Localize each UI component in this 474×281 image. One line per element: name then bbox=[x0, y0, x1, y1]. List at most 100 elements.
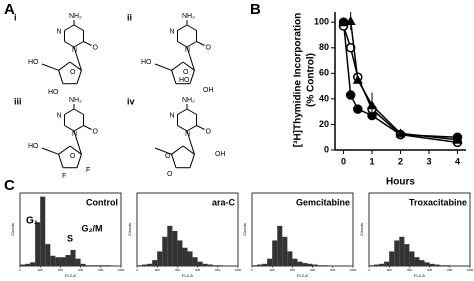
bond bbox=[196, 41, 205, 46]
histogram-bar bbox=[70, 249, 76, 266]
marker bbox=[452, 134, 463, 144]
bond bbox=[177, 24, 188, 31]
histogram-bar bbox=[100, 265, 106, 266]
ring-n: N bbox=[72, 131, 77, 138]
histogram-bar bbox=[95, 265, 101, 266]
bond bbox=[171, 145, 184, 155]
amine: NH₂ bbox=[69, 97, 82, 104]
histogram-bar bbox=[414, 257, 420, 266]
bond bbox=[76, 154, 82, 168]
histogram-bar bbox=[384, 261, 390, 266]
marker bbox=[367, 100, 378, 110]
x-tick-label: 200 bbox=[38, 268, 43, 272]
annotation: G₁ bbox=[26, 216, 38, 227]
x-tick-label: 1000 bbox=[235, 268, 242, 272]
y-axis-label: Counts bbox=[242, 223, 247, 236]
bond bbox=[64, 125, 75, 132]
bond bbox=[58, 70, 64, 84]
bond bbox=[64, 41, 75, 48]
substituent: HO bbox=[48, 89, 59, 96]
histogram-bar bbox=[157, 251, 163, 266]
x-tick-label: 0 bbox=[341, 156, 346, 166]
bond bbox=[171, 154, 177, 168]
x-tick-label: 800 bbox=[98, 268, 103, 272]
substituent: HO bbox=[28, 143, 39, 150]
marker bbox=[352, 74, 363, 84]
x-tick-label: 600 bbox=[78, 268, 83, 272]
bond bbox=[196, 125, 205, 130]
histogram-bar bbox=[212, 265, 218, 266]
bond bbox=[189, 70, 195, 84]
x-tick-label: 200 bbox=[270, 268, 275, 272]
carbonyl: O bbox=[93, 44, 99, 51]
substituent: O bbox=[167, 171, 173, 178]
histogram-bar bbox=[292, 258, 298, 266]
bond bbox=[64, 24, 75, 31]
histogram-bar bbox=[167, 225, 173, 266]
histogram-bar bbox=[152, 260, 158, 266]
x-tick-label: 1000 bbox=[467, 268, 474, 272]
marker bbox=[353, 104, 363, 114]
ring-n: N bbox=[185, 47, 190, 54]
y-tick-label: 80 bbox=[319, 42, 329, 52]
bond bbox=[186, 108, 197, 115]
histogram-bar bbox=[20, 264, 26, 266]
histogram-bar bbox=[55, 257, 61, 266]
x-tick-label: 0 bbox=[19, 268, 21, 272]
histogram-bar bbox=[252, 265, 258, 266]
annotation: G₂/M bbox=[82, 223, 103, 233]
x-tick-label: 4 bbox=[455, 156, 460, 166]
substituent: OH bbox=[203, 87, 214, 94]
bond bbox=[58, 154, 64, 168]
bond bbox=[69, 145, 82, 155]
substituent: O bbox=[165, 153, 171, 160]
structure-label: ii bbox=[127, 12, 132, 22]
bond bbox=[186, 125, 197, 132]
histogram-bar bbox=[142, 264, 148, 266]
panel-label: C bbox=[4, 177, 15, 194]
bond bbox=[73, 24, 84, 31]
bond bbox=[177, 125, 188, 132]
x-tick-label: 800 bbox=[330, 268, 335, 272]
bond bbox=[41, 147, 59, 155]
ring-n: N bbox=[185, 131, 190, 138]
carbonyl: O bbox=[206, 44, 212, 51]
histogram-bar bbox=[65, 255, 71, 266]
marker bbox=[338, 17, 349, 27]
histogram-bar bbox=[202, 263, 208, 266]
substituent: F bbox=[86, 167, 90, 174]
bond bbox=[73, 46, 82, 71]
bond bbox=[73, 41, 84, 48]
histogram-bar bbox=[257, 264, 263, 266]
histogram-bar bbox=[172, 230, 178, 266]
histogram-bar bbox=[389, 251, 395, 266]
x-tick-label: 1000 bbox=[118, 268, 125, 272]
x-tick-label: 0 bbox=[136, 268, 138, 272]
bond bbox=[182, 145, 195, 155]
x-axis-label: FL2-A bbox=[65, 273, 76, 278]
histogram-bar bbox=[272, 240, 278, 266]
bond bbox=[73, 130, 82, 155]
substituent: HO bbox=[179, 77, 190, 84]
histogram-bar bbox=[217, 265, 223, 266]
histogram-bar bbox=[307, 263, 313, 266]
x-tick-label: 600 bbox=[427, 268, 432, 272]
marker bbox=[345, 15, 356, 25]
ring-n: N bbox=[56, 28, 61, 35]
histogram-bar bbox=[439, 265, 445, 266]
histogram-bar bbox=[177, 240, 183, 266]
bond bbox=[154, 147, 172, 155]
bond bbox=[177, 108, 188, 115]
x-tick-label: 2 bbox=[398, 156, 403, 166]
histogram-bar bbox=[162, 236, 168, 266]
y-tick-label: 100 bbox=[314, 17, 329, 27]
histogram-bar bbox=[399, 236, 405, 266]
histogram-bar bbox=[80, 263, 86, 266]
x-tick-label: 600 bbox=[195, 268, 200, 272]
bond bbox=[182, 61, 195, 71]
histogram-bar bbox=[429, 263, 435, 266]
histogram-bar bbox=[60, 257, 66, 266]
x-axis-label: FL2-A bbox=[297, 273, 308, 278]
y-tick-label: 20 bbox=[319, 119, 329, 129]
histogram-bar bbox=[192, 257, 198, 266]
